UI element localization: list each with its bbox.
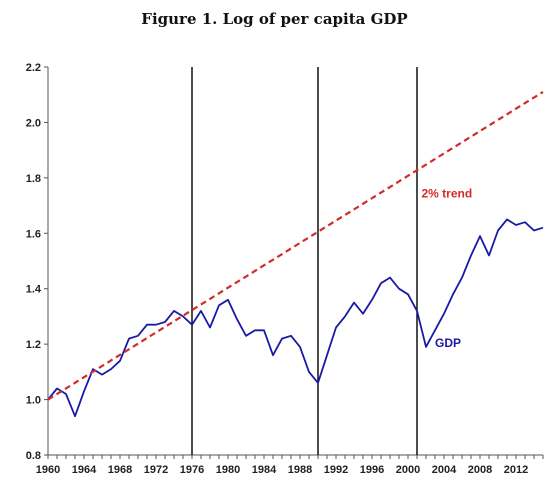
y-tick-label: 0.8 — [26, 450, 41, 462]
x-tick-label: 2004 — [432, 464, 457, 476]
series-annotation: 2% trend — [422, 186, 473, 200]
y-tick-label: 1.2 — [26, 339, 41, 351]
x-tick-label: 1988 — [288, 464, 312, 476]
chart-axes — [47, 67, 543, 456]
x-tick-label: 2012 — [504, 464, 528, 476]
series-labels: 2% trend GDP — [422, 186, 473, 350]
series-lines — [47, 90, 544, 418]
series-annotation: GDP — [435, 336, 461, 350]
x-tick-label: 1996 — [360, 464, 384, 476]
y-tick-label: 1.4 — [26, 284, 42, 296]
y-tick-label: 2.0 — [26, 117, 41, 129]
tick-labels: 0.8 1.0 1.2 1.4 1.6 1.8 2.0 2.2 1960 1964 1968 1972… — [26, 62, 544, 476]
gdp-line — [47, 218, 544, 418]
recession-markers — [191, 67, 418, 455]
x-tick-label: 2000 — [396, 464, 420, 476]
trend-line — [47, 90, 544, 401]
y-tick-label: 1.0 — [26, 395, 41, 407]
y-tick-label: 1.6 — [26, 228, 41, 240]
x-tick-label: 2008 — [468, 464, 492, 476]
x-tick-label: 1992 — [324, 464, 348, 476]
x-tick-label: 1984 — [252, 464, 277, 476]
chart-title: Figure 1. Log of per capita GDP — [141, 10, 408, 28]
x-tick-label: 1960 — [36, 464, 60, 476]
x-tick-label: 1964 — [72, 464, 97, 476]
x-tick-label: 1976 — [180, 464, 204, 476]
x-tick-label: 1980 — [216, 464, 240, 476]
y-tick-label: 1.8 — [26, 173, 41, 185]
y-tick-label: 2.2 — [26, 62, 41, 74]
x-tick-label: 1972 — [144, 464, 168, 476]
x-tick-label: 1968 — [108, 464, 132, 476]
